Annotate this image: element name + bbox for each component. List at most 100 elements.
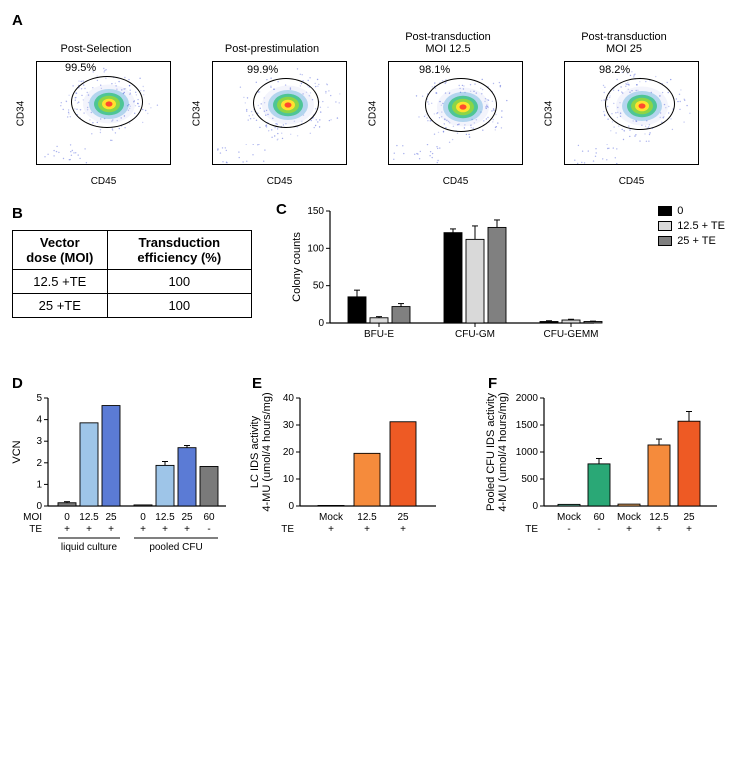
table-b-header-1: Vector dose (MOI): [13, 231, 108, 270]
svg-text:BFU-E: BFU-E: [364, 329, 394, 340]
svg-text:Mock: Mock: [617, 512, 642, 523]
svg-text:0: 0: [36, 501, 42, 512]
svg-text:50: 50: [313, 281, 325, 292]
svg-text:25: 25: [105, 512, 117, 523]
svg-text:60: 60: [203, 512, 215, 523]
panel-a-letter: A: [12, 12, 723, 29]
x-axis-label: CD45: [212, 176, 347, 187]
gate-percent: 99.9%: [247, 64, 278, 76]
svg-text:25: 25: [397, 512, 409, 523]
gate-circle: [425, 78, 497, 132]
svg-text:+: +: [400, 524, 406, 535]
svg-text:4: 4: [36, 415, 42, 426]
y-axis-label: CD34: [188, 61, 206, 165]
svg-text:MOI: MOI: [23, 512, 42, 523]
panel-e: E 010203040Mock12.525TE+++LC IDS activit…: [252, 375, 468, 570]
panel-c-letter: C: [276, 201, 287, 218]
panel-c: C 050100150BFU-ECFU-GMCFU-GEMMColony cou…: [276, 205, 723, 351]
y-axis-label: CD34: [364, 61, 382, 165]
svg-text:2: 2: [36, 458, 42, 469]
svg-text:500: 500: [521, 474, 538, 485]
gate-percent: 98.1%: [419, 64, 450, 76]
gate-circle: [605, 78, 675, 130]
svg-text:+: +: [364, 524, 370, 535]
legend-item: 25 + TE: [658, 235, 725, 247]
gate-circle: [71, 76, 143, 128]
svg-text:1500: 1500: [516, 420, 539, 431]
svg-text:CFU-GM: CFU-GM: [455, 329, 495, 340]
plot-frame: 98.1%: [388, 61, 523, 165]
svg-text:TE: TE: [525, 524, 538, 535]
table-b: Vector dose (MOI) Transduction efficienc…: [12, 230, 252, 318]
x-axis-label: CD45: [564, 176, 699, 187]
svg-text:+: +: [656, 524, 662, 535]
svg-text:+: +: [86, 524, 92, 535]
x-axis-label: CD45: [36, 176, 171, 187]
svg-text:+: +: [64, 524, 70, 535]
svg-text:pooled CFU: pooled CFU: [149, 542, 202, 553]
svg-text:25: 25: [683, 512, 695, 523]
svg-text:1: 1: [36, 479, 42, 490]
legend-label: 25 + TE: [677, 235, 716, 247]
svg-text:0: 0: [318, 318, 324, 329]
plot-frame: 99.9%: [212, 61, 347, 165]
y-axis-label: CD34: [540, 61, 558, 165]
table-b-header-2: Transduction efficiency (%): [107, 231, 251, 270]
svg-text:+: +: [686, 524, 692, 535]
svg-text:100: 100: [307, 243, 324, 254]
flow-plot: Post-transductionMOI 12.5 CD34 98.1% CD4…: [364, 29, 532, 187]
svg-text:VCN: VCN: [11, 440, 23, 463]
svg-text:-: -: [597, 524, 600, 535]
svg-text:40: 40: [283, 393, 295, 404]
svg-text:TE: TE: [29, 524, 42, 535]
y-axis-label: CD34: [12, 61, 30, 165]
legend-swatch: [658, 236, 672, 246]
x-axis-label: CD45: [388, 176, 523, 187]
panel-e-letter: E: [252, 375, 468, 392]
flow-plot: Post-Selection CD34 99.5% CD45: [12, 29, 180, 187]
legend-label: 12.5 + TE: [677, 220, 725, 232]
svg-text:4-MU (umol/4 hours/mg): 4-MU (umol/4 hours/mg): [497, 392, 509, 511]
svg-text:10: 10: [283, 474, 295, 485]
svg-text:+: +: [108, 524, 114, 535]
svg-text:Mock: Mock: [319, 512, 344, 523]
svg-text:2000: 2000: [516, 393, 539, 404]
panel-d-letter: D: [12, 375, 232, 392]
svg-text:LC IDS activity: LC IDS activity: [249, 415, 261, 488]
svg-text:12.5: 12.5: [155, 512, 175, 523]
svg-text:+: +: [140, 524, 146, 535]
svg-text:25: 25: [181, 512, 193, 523]
flow-title: Post-prestimulation: [188, 29, 356, 57]
flow-plot: Post-transductionMOI 25 CD34 98.2% CD45: [540, 29, 708, 187]
svg-text:3: 3: [36, 436, 42, 447]
legend-label: 0: [677, 205, 683, 217]
svg-text:30: 30: [283, 420, 295, 431]
svg-text:-: -: [207, 524, 210, 535]
panel-f-letter: F: [488, 375, 723, 392]
legend-swatch: [658, 221, 672, 231]
svg-text:Pooled CFU IDS activity: Pooled CFU IDS activity: [485, 393, 497, 511]
svg-text:20: 20: [283, 447, 295, 458]
svg-text:12.5: 12.5: [357, 512, 377, 523]
table-row: 12.5 +TE 100: [13, 270, 252, 294]
legend-item: 0: [658, 205, 725, 217]
flow-title: Post-transductionMOI 12.5: [364, 29, 532, 57]
panel-f: F 0500100015002000Mock60Mock12.525TE--++…: [488, 375, 723, 570]
panel-d: D 012345MOI012.525012.52560TE++++++-liqu…: [12, 375, 232, 570]
svg-text:60: 60: [593, 512, 605, 523]
svg-text:-: -: [567, 524, 570, 535]
svg-text:1000: 1000: [516, 447, 539, 458]
table-row: 25 +TE 100: [13, 294, 252, 318]
svg-text:+: +: [184, 524, 190, 535]
svg-text:+: +: [328, 524, 334, 535]
svg-text:150: 150: [307, 206, 324, 217]
svg-text:0: 0: [64, 512, 70, 523]
svg-text:Colony counts: Colony counts: [291, 232, 303, 302]
legend-swatch: [658, 206, 672, 216]
gate-circle: [253, 78, 319, 128]
svg-text:4-MU (umol/4 hours/mg): 4-MU (umol/4 hours/mg): [261, 392, 273, 511]
svg-text:0: 0: [288, 501, 294, 512]
svg-text:0: 0: [140, 512, 146, 523]
svg-text:CFU-GEMM: CFU-GEMM: [544, 329, 599, 340]
plot-frame: 98.2%: [564, 61, 699, 165]
